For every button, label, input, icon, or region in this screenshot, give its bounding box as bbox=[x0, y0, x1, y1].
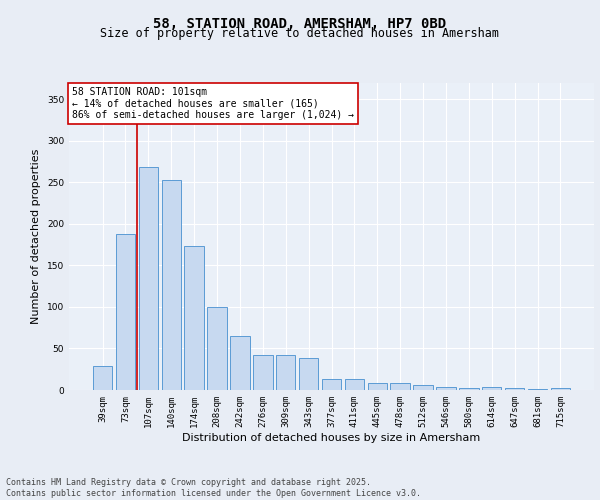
Text: Contains HM Land Registry data © Crown copyright and database right 2025.
Contai: Contains HM Land Registry data © Crown c… bbox=[6, 478, 421, 498]
Bar bbox=[528, 389, 547, 390]
X-axis label: Distribution of detached houses by size in Amersham: Distribution of detached houses by size … bbox=[182, 432, 481, 442]
Bar bbox=[344, 379, 364, 390]
Bar bbox=[161, 180, 181, 390]
Bar bbox=[413, 385, 433, 390]
Bar bbox=[436, 386, 455, 390]
Text: Size of property relative to detached houses in Amersham: Size of property relative to detached ho… bbox=[101, 28, 499, 40]
Bar bbox=[322, 379, 341, 390]
Bar bbox=[299, 358, 319, 390]
Bar bbox=[276, 355, 295, 390]
Text: 58, STATION ROAD, AMERSHAM, HP7 0BD: 58, STATION ROAD, AMERSHAM, HP7 0BD bbox=[154, 18, 446, 32]
Text: 58 STATION ROAD: 101sqm
← 14% of detached houses are smaller (165)
86% of semi-d: 58 STATION ROAD: 101sqm ← 14% of detache… bbox=[71, 87, 353, 120]
Bar bbox=[551, 388, 570, 390]
Bar bbox=[208, 307, 227, 390]
Bar bbox=[184, 246, 204, 390]
Bar bbox=[482, 386, 502, 390]
Bar bbox=[459, 388, 479, 390]
Y-axis label: Number of detached properties: Number of detached properties bbox=[31, 148, 41, 324]
Bar bbox=[391, 384, 410, 390]
Bar bbox=[368, 384, 387, 390]
Bar bbox=[116, 234, 135, 390]
Bar bbox=[93, 366, 112, 390]
Bar bbox=[139, 168, 158, 390]
Bar bbox=[505, 388, 524, 390]
Bar bbox=[230, 336, 250, 390]
Bar bbox=[253, 355, 272, 390]
